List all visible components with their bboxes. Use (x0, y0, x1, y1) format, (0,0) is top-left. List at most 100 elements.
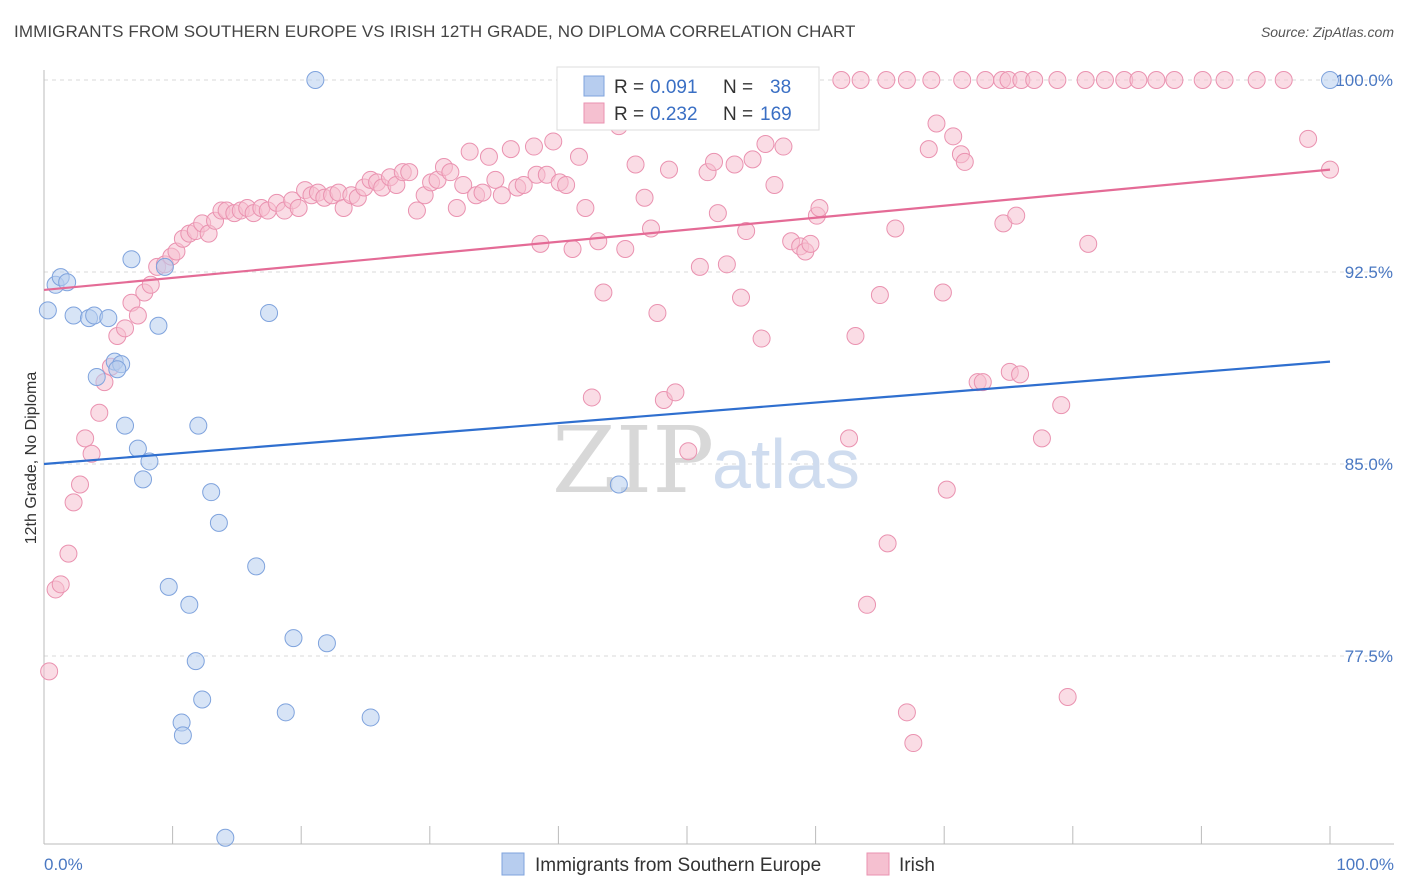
irish-point (919, 140, 938, 159)
legend-r-value-pink: 0.232 (650, 104, 698, 125)
irish-point (569, 147, 588, 166)
southern-europe-point (1321, 71, 1339, 89)
southern-europe-point (108, 360, 127, 379)
southern-europe-point (159, 577, 178, 596)
irish-point (576, 199, 595, 217)
x-tick-label-max: 100.0% (1336, 855, 1394, 874)
irish-point (71, 475, 90, 494)
irish-point (589, 232, 608, 251)
southern-europe-point (140, 452, 159, 471)
irish-point (752, 329, 771, 348)
y-tick-label: 100.0% (1335, 71, 1393, 90)
irish-point (846, 327, 865, 345)
irish-point (524, 137, 543, 156)
irish-point (765, 175, 784, 194)
southern-europe-point (122, 250, 141, 269)
trend-lines (43, 168, 1331, 466)
irish-point (858, 595, 877, 614)
irish-point (774, 137, 793, 156)
irish-point (582, 388, 601, 407)
southern-europe-point (38, 301, 57, 320)
chart-title: IMMIGRANTS FROM SOUTHERN EUROPE VS IRISH… (14, 22, 856, 41)
y-tick-label: 92.5% (1345, 263, 1393, 282)
southern-europe-point (216, 828, 235, 847)
irish-point (1052, 396, 1071, 415)
irish-point (407, 201, 426, 220)
irish-point (1007, 206, 1026, 225)
southern-europe-points (38, 71, 1339, 847)
irish-point (40, 662, 59, 681)
irish-point (1165, 71, 1184, 89)
irish-point (886, 219, 905, 238)
irish-point (933, 283, 952, 302)
southern-europe-point (87, 367, 106, 386)
southern-europe-point (276, 703, 295, 722)
x-tick-label-min: 0.0% (44, 855, 83, 874)
axes (43, 70, 1394, 845)
southern-europe-point (134, 470, 153, 489)
irish-point (90, 403, 109, 422)
southern-europe-point (149, 316, 168, 335)
bottom-legend-label-blue: Immigrants from Southern Europe (535, 855, 821, 876)
irish-point (832, 71, 851, 89)
irish-point (705, 152, 724, 171)
irish-point (922, 71, 941, 89)
irish-point (937, 480, 956, 499)
irish-point (441, 163, 460, 182)
irish-point (501, 140, 520, 159)
irish-point (897, 703, 916, 722)
legend-n-value-blue: 38 (770, 77, 791, 98)
y-tick-labels: 77.5% 85.0% 92.5% 100.0% (1335, 71, 1393, 666)
southern-europe-point (317, 634, 336, 653)
irish-point (1193, 71, 1212, 89)
irish-point (563, 239, 582, 258)
irish-point (870, 286, 889, 305)
irish-point (514, 175, 533, 194)
irish-point (756, 135, 775, 153)
southern-europe-point (64, 306, 83, 325)
legend-n-label-blue: N = (723, 77, 753, 98)
irish-point (878, 534, 897, 553)
southern-europe-point (247, 557, 266, 576)
irish-trend-line (43, 168, 1331, 292)
y-axis-title: 12th Grade, No Diploma (23, 372, 40, 545)
southern-europe-point (260, 303, 279, 322)
irish-point (82, 444, 101, 463)
southern-europe-point (202, 483, 221, 502)
irish-point (725, 155, 744, 174)
bottom-legend-swatch-blue (501, 852, 525, 876)
irish-point (1095, 71, 1114, 89)
irish-point (1032, 429, 1051, 448)
irish-point (400, 163, 419, 182)
irish-point (810, 199, 829, 217)
irish-point (648, 303, 667, 322)
irish-point (626, 155, 645, 174)
southern-europe-point (306, 71, 325, 89)
legend-r-label-blue: R = (614, 77, 644, 98)
x-axis-ticks (172, 826, 1331, 844)
southern-europe-point (189, 416, 208, 435)
watermark: ZIP atlas (552, 407, 860, 514)
irish-point (460, 142, 479, 161)
southern-europe-point (186, 652, 205, 671)
irish-point (851, 71, 870, 89)
legend-n-label-pink: N = (723, 104, 753, 125)
irish-point (690, 257, 709, 276)
irish-point (708, 204, 727, 223)
irish-point (1058, 687, 1077, 706)
irish-point (479, 147, 498, 166)
irish-point (679, 442, 698, 461)
bottom-legend-swatch-pink (866, 852, 890, 876)
southern-europe-point (116, 416, 135, 435)
southern-europe-point (99, 309, 118, 328)
watermark-zip: ZIP (552, 407, 714, 514)
irish-point (659, 160, 678, 179)
legend-r-label-pink: R = (614, 104, 644, 125)
chart-source: Source: ZipAtlas.com (1260, 24, 1394, 40)
irish-point (473, 183, 492, 202)
irish-point (492, 186, 511, 205)
irish-point (944, 127, 963, 146)
irish-point (486, 170, 505, 189)
irish-point (732, 288, 751, 307)
